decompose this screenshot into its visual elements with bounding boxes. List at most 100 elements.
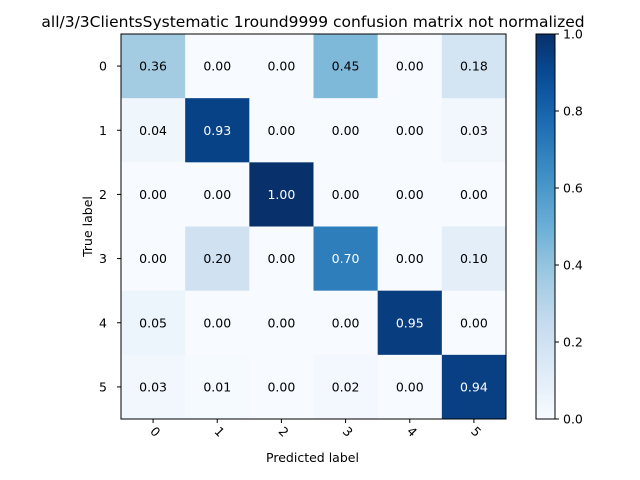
y-tick-label: 2 — [99, 187, 107, 202]
heatmap-cell — [185, 98, 250, 163]
cell-value-label: 0.00 — [203, 59, 231, 74]
heatmap-cell — [441, 290, 507, 356]
heatmap-cell — [441, 162, 507, 227]
colorbar-tick-label: 1.0 — [563, 27, 583, 42]
heatmap-cell — [313, 162, 379, 227]
cell-value-label: 0.03 — [460, 123, 488, 138]
heatmap-cell — [121, 98, 186, 163]
cell-value-label: 0.45 — [332, 59, 360, 74]
heatmap-cell — [185, 226, 250, 292]
heatmap-cell — [249, 98, 314, 163]
heatmap-cell — [313, 226, 379, 292]
heatmap-cell-labels: 0.36 0.00 0.00 0.45 0.00 0.18 0.04 0.93 0.00 0.00… — [139, 59, 488, 395]
cell-value-label: 0.00 — [267, 251, 295, 266]
heatmap-cell — [185, 162, 250, 227]
heatmap-cell — [185, 290, 250, 356]
heatmap-cell — [185, 34, 250, 99]
y-tick-label: 5 — [99, 379, 107, 394]
cell-value-label: 0.00 — [460, 187, 488, 202]
y-axis-ticks: 0 1 2 3 4 5 — [99, 59, 121, 394]
cell-value-label: 0.00 — [267, 123, 295, 138]
cell-value-label: 0.94 — [460, 379, 488, 394]
heatmap-cell — [121, 34, 186, 99]
heatmap-cell — [313, 354, 379, 420]
cell-value-label: 0.05 — [139, 315, 167, 330]
cell-value-label: 0.00 — [396, 59, 424, 74]
cell-value-label: 0.00 — [267, 315, 295, 330]
cell-value-label: 0.02 — [332, 379, 360, 394]
plot-frame — [120, 33, 507, 420]
heatmap-cell — [441, 354, 507, 420]
cell-value-label: 0.00 — [460, 315, 488, 330]
heatmap-cell — [249, 354, 314, 420]
cell-value-label: 0.03 — [139, 379, 167, 394]
cell-value-label: 0.04 — [139, 123, 167, 138]
colorbar-tick-label: 0.8 — [563, 104, 583, 119]
heatmap-cell — [441, 226, 507, 292]
x-tick-label: 3 — [340, 424, 356, 440]
heatmap-cell — [377, 162, 443, 227]
heatmap-cell — [377, 354, 443, 420]
colorbar-tick-label: 0.6 — [563, 181, 583, 196]
x-tick-label: 1 — [211, 424, 227, 440]
colorbar — [535, 33, 556, 420]
cell-value-label: 0.18 — [460, 59, 488, 74]
cell-value-label: 0.95 — [396, 315, 424, 330]
colorbar-tick-label: 0.0 — [563, 412, 583, 427]
cell-value-label: 0.00 — [332, 123, 360, 138]
cell-value-label: 0.00 — [332, 315, 360, 330]
cell-value-label: 0.10 — [460, 251, 488, 266]
cell-value-label: 0.70 — [332, 251, 360, 266]
cell-value-label: 0.00 — [396, 123, 424, 138]
heatmap-cell — [121, 162, 186, 227]
colorbar-tick-label: 0.4 — [563, 258, 583, 273]
heatmap-cell — [121, 290, 186, 356]
heatmap-cell — [377, 98, 443, 163]
y-tick-label: 4 — [99, 315, 107, 330]
y-tick-label: 0 — [99, 59, 107, 74]
heatmap-cell — [121, 226, 186, 292]
x-tick-label: 5 — [468, 424, 484, 440]
x-axis-ticks: 0 1 2 3 4 5 — [147, 419, 484, 440]
heatmap-cells — [121, 34, 507, 420]
colorbar-ticks: 0.0 0.2 0.4 0.6 0.8 1.0 — [555, 27, 583, 427]
cell-value-label: 1.00 — [267, 187, 295, 202]
x-tick-label: 4 — [404, 424, 420, 440]
cell-value-label: 0.01 — [203, 379, 231, 394]
cell-value-label: 0.00 — [267, 379, 295, 394]
heatmap-cell — [441, 34, 507, 99]
cell-value-label: 0.00 — [396, 187, 424, 202]
cell-value-label: 0.00 — [139, 187, 167, 202]
cell-value-label: 0.00 — [267, 59, 295, 74]
cell-value-label: 0.36 — [139, 59, 167, 74]
cell-value-label: 0.00 — [203, 187, 231, 202]
x-axis-label: Predicted label — [266, 450, 359, 465]
chart-title: all/3/3ClientsSystematic 1round9999 conf… — [41, 13, 584, 31]
cell-value-label: 0.00 — [396, 251, 424, 266]
y-tick-label: 3 — [99, 251, 107, 266]
y-axis-label: True label — [80, 196, 95, 258]
heatmap-cell — [377, 34, 443, 99]
heatmap-cell — [249, 34, 314, 99]
cell-value-label: 0.00 — [139, 251, 167, 266]
x-tick-label: 0 — [147, 424, 163, 440]
cell-value-label: 0.00 — [203, 315, 231, 330]
heatmap-cell — [377, 226, 443, 292]
y-tick-label: 1 — [99, 123, 107, 138]
heatmap-cell — [249, 162, 314, 227]
x-tick-label: 2 — [276, 424, 292, 440]
heatmap-cell — [313, 98, 379, 163]
heatmap-cell — [377, 290, 443, 356]
heatmap-cell — [249, 226, 314, 292]
cell-value-label: 0.00 — [396, 379, 424, 394]
heatmap-cell — [313, 290, 379, 356]
cell-value-label: 0.20 — [203, 251, 231, 266]
heatmap-cell — [121, 354, 186, 420]
cell-value-label: 0.00 — [332, 187, 360, 202]
heatmap-cell — [313, 34, 379, 99]
heatmap-cell — [185, 354, 250, 420]
heatmap-cell — [441, 98, 507, 163]
cell-value-label: 0.93 — [203, 123, 231, 138]
heatmap-cell — [249, 290, 314, 356]
